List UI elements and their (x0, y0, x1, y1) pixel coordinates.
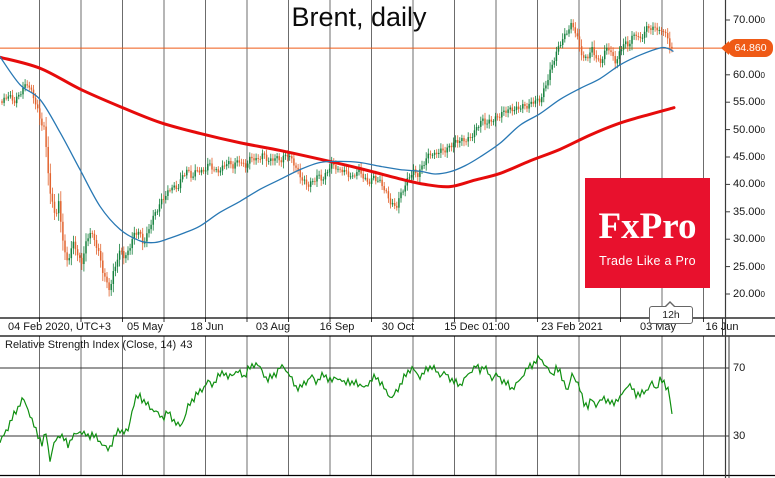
price-tick-label: 25.000 (733, 260, 765, 273)
time-tick-label: 30 Oct (381, 321, 415, 333)
bar-countdown-balloon: 12h (649, 301, 693, 324)
chart-title: Brent, daily (291, 2, 427, 32)
price-tick-label: 35.000 (733, 205, 765, 218)
bar-countdown-value: 12h (662, 309, 680, 321)
rsi-indicator-label: Relative Strength Index (Close, 14) 43 (5, 339, 192, 351)
time-tick-label: 05 May (126, 321, 164, 333)
rsi-indicator-name: Relative Strength Index (Close, 14) (5, 339, 177, 351)
price-tick-label: 55.000 (733, 96, 765, 109)
price-tick-label: 45.000 (733, 151, 765, 163)
time-tick-label: 16 Jun (705, 321, 739, 333)
time-tick-label: 03 Aug (255, 321, 291, 333)
time-tick-label: 23 Feb 2021 (541, 321, 603, 333)
last-price-tag: 64.860 (721, 39, 773, 58)
fxpro-logo-tagline: Trade Like a Pro (599, 254, 696, 268)
price-tick-label: 20.000 (733, 288, 765, 300)
time-tick-label: 16 Sep (319, 321, 355, 333)
fxpro-logo-text: FxPro (598, 206, 697, 247)
rsi-indicator-value: 43 (180, 339, 193, 351)
fxpro-logo: FxPro Trade Like a Pro (585, 178, 710, 288)
price-tick-label: 50.000 (733, 123, 765, 136)
time-tick-label: 04 Feb 2020, UTC+3 (8, 321, 112, 333)
rsi-tick-label: 30 (733, 430, 746, 442)
time-tick-label: 03 May (639, 321, 677, 333)
time-tick-label: 15 Dec 01:00 (444, 321, 510, 333)
time-tick-label: 18 Jun (190, 321, 224, 333)
price-tick-label: 30.000 (733, 233, 765, 246)
rsi-tick-label: 70 (733, 362, 746, 374)
price-tick-label: 40.000 (733, 178, 765, 191)
price-tick-label: 60.000 (733, 68, 765, 81)
price-tick-label: 70.000 (733, 14, 765, 26)
last-price-value: 64.860 (734, 42, 767, 55)
